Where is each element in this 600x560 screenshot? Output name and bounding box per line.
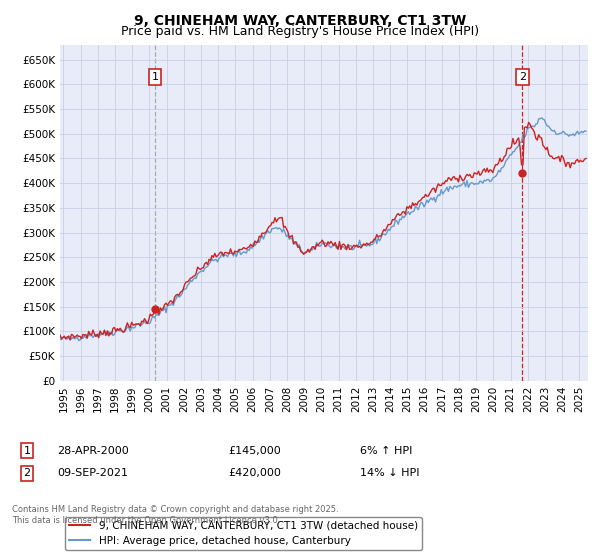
Text: 9, CHINEHAM WAY, CANTERBURY, CT1 3TW: 9, CHINEHAM WAY, CANTERBURY, CT1 3TW bbox=[134, 14, 466, 28]
Text: £145,000: £145,000 bbox=[228, 446, 281, 456]
Text: Contains HM Land Registry data © Crown copyright and database right 2025.
This d: Contains HM Land Registry data © Crown c… bbox=[12, 505, 338, 525]
Legend: 9, CHINEHAM WAY, CANTERBURY, CT1 3TW (detached house), HPI: Average price, detac: 9, CHINEHAM WAY, CANTERBURY, CT1 3TW (de… bbox=[65, 517, 422, 550]
Text: 2: 2 bbox=[519, 72, 526, 82]
Text: 2: 2 bbox=[23, 468, 31, 478]
Text: 1: 1 bbox=[152, 72, 158, 82]
Text: £420,000: £420,000 bbox=[228, 468, 281, 478]
Text: 28-APR-2000: 28-APR-2000 bbox=[57, 446, 129, 456]
Text: 09-SEP-2021: 09-SEP-2021 bbox=[57, 468, 128, 478]
Text: 6% ↑ HPI: 6% ↑ HPI bbox=[360, 446, 412, 456]
Text: 1: 1 bbox=[23, 446, 31, 456]
Text: Price paid vs. HM Land Registry's House Price Index (HPI): Price paid vs. HM Land Registry's House … bbox=[121, 25, 479, 38]
Text: 14% ↓ HPI: 14% ↓ HPI bbox=[360, 468, 419, 478]
